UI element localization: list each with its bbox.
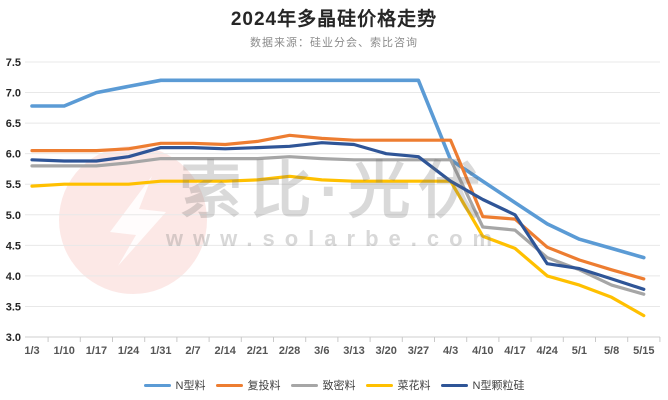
x-axis-tick-label: 4/10 [472, 345, 493, 357]
solarbe-lightning-bolt-icon [110, 176, 166, 266]
legend-swatch-icon [290, 383, 318, 387]
legend-label: 复投料 [247, 380, 281, 392]
legend-item-0: N型料 [143, 377, 206, 393]
x-axis-tick-label: 1/17 [86, 345, 107, 357]
legend-label: N型料 [175, 380, 206, 392]
y-axis-tick-label: 7.5 [6, 57, 21, 69]
legend-label: 致密料 [322, 380, 356, 392]
legend-swatch-icon [215, 383, 243, 387]
legend-label: N型颗粒硅 [472, 380, 525, 392]
x-axis-tick-label: 1/24 [118, 345, 140, 357]
legend-swatch-icon [143, 383, 171, 387]
y-axis-tick-label: 5.0 [6, 210, 21, 222]
chart-header: 2024年多晶硅价格走势 数据来源：硅业分会、索比咨询 [0, 4, 668, 50]
x-axis-tick-label: 1/3 [24, 345, 39, 357]
x-axis-tick-label: 2/28 [279, 345, 300, 357]
page-title: 2024年多晶硅价格走势 [230, 9, 438, 30]
x-axis-tick-label: 2/14 [214, 345, 236, 357]
series-line-4-N型颗粒硅 [30, 141, 646, 291]
series-line-3-菜花料 [30, 174, 646, 318]
x-axis-tick-label: 5/1 [572, 345, 587, 357]
x-axis-tick-label: 4/17 [504, 345, 525, 357]
y-axis-tick-label: 4.5 [6, 240, 21, 252]
legend-item-2: 致密料 [290, 377, 356, 393]
y-axis-tick-label: 3.0 [6, 332, 21, 344]
legend-item-1: 复投料 [215, 377, 281, 393]
legend-swatch-icon [440, 383, 468, 387]
x-axis-tick-label: 3/6 [314, 345, 329, 357]
data-source-subtitle: 数据来源：硅业分会、索比咨询 [250, 37, 418, 49]
x-axis-tick-label: 5/15 [633, 345, 654, 357]
series-line-1-复投料 [30, 133, 646, 281]
chart-legend: N型料 复投料 致密料 菜花料 N型颗粒硅 [0, 374, 668, 396]
y-axis-tick-label: 6.5 [6, 118, 21, 130]
legend-label: 菜花料 [397, 380, 431, 392]
x-axis-tick-label: 4/24 [536, 345, 558, 357]
x-axis-tick-label: 3/27 [408, 345, 429, 357]
legend-item-4: N型颗粒硅 [440, 377, 525, 393]
y-axis-tick-label: 3.5 [6, 301, 21, 313]
y-axis-tick-label: 7.0 [6, 88, 21, 100]
y-axis-tick-label: 4.0 [6, 271, 21, 283]
x-axis-tick-label: 1/31 [150, 345, 171, 357]
x-axis-tick-label: 2/7 [185, 345, 200, 357]
y-axis-tick-label: 6.0 [6, 149, 21, 161]
x-axis-tick-label: 2/21 [247, 345, 268, 357]
legend-item-3: 菜花料 [365, 377, 431, 393]
series-line-0-N型料 [30, 78, 646, 260]
x-axis-tick-label: 5/8 [604, 345, 619, 357]
x-axis-tick-label: 3/20 [375, 345, 396, 357]
x-axis-tick-label: 4/3 [443, 345, 458, 357]
x-axis-tick-label: 1/10 [53, 345, 74, 357]
legend-swatch-icon [365, 383, 393, 387]
x-axis-tick-label: 3/13 [343, 345, 364, 357]
y-axis-tick-label: 5.5 [6, 179, 21, 191]
